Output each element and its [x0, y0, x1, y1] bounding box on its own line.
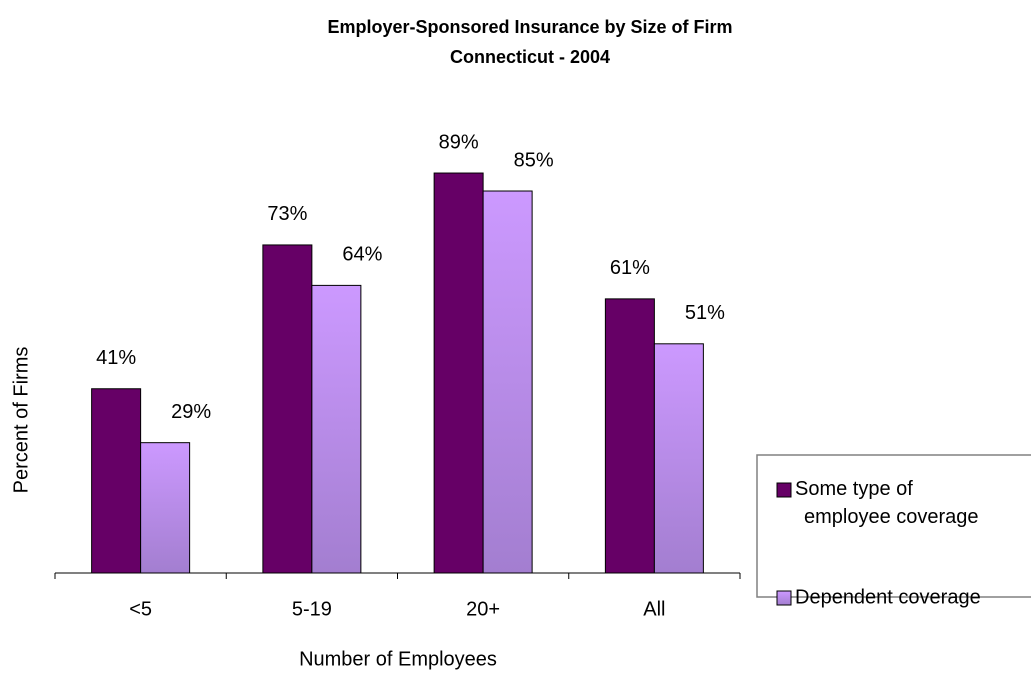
bar: [653, 343, 704, 574]
bar: [262, 244, 313, 574]
bar: [311, 284, 362, 574]
data-label: 51%: [685, 302, 725, 324]
legend-label: Some type of employee coverage: [795, 478, 979, 528]
data-label: 61%: [610, 257, 650, 279]
legend-label: Dependent coverage: [795, 586, 981, 608]
x-tick-label: 5-19: [292, 598, 332, 620]
bar: [140, 442, 191, 574]
data-label: 41%: [96, 347, 136, 369]
chart-subtitle: Connecticut - 2004: [450, 47, 610, 67]
bar: [91, 388, 142, 574]
chart-title: Employer-Sponsored Insurance by Size of …: [327, 17, 732, 37]
x-tick-label: All: [643, 598, 665, 620]
x-tick-label: <5: [129, 598, 152, 620]
legend-swatch: [776, 482, 792, 498]
data-label: 89%: [439, 131, 479, 153]
data-label: 85%: [514, 149, 554, 171]
data-label: 64%: [342, 244, 382, 266]
x-axis-label: Number of Employees: [299, 648, 497, 670]
x-tick-label: 20+: [466, 598, 500, 620]
legend-swatch: [776, 590, 792, 606]
y-axis-label: Percent of Firms: [10, 347, 32, 494]
bar: [482, 190, 533, 574]
bar: [433, 172, 484, 574]
data-label: 29%: [171, 401, 211, 423]
bar: [604, 298, 655, 574]
legend-box: [756, 454, 1031, 598]
data-label: 73%: [267, 203, 307, 225]
